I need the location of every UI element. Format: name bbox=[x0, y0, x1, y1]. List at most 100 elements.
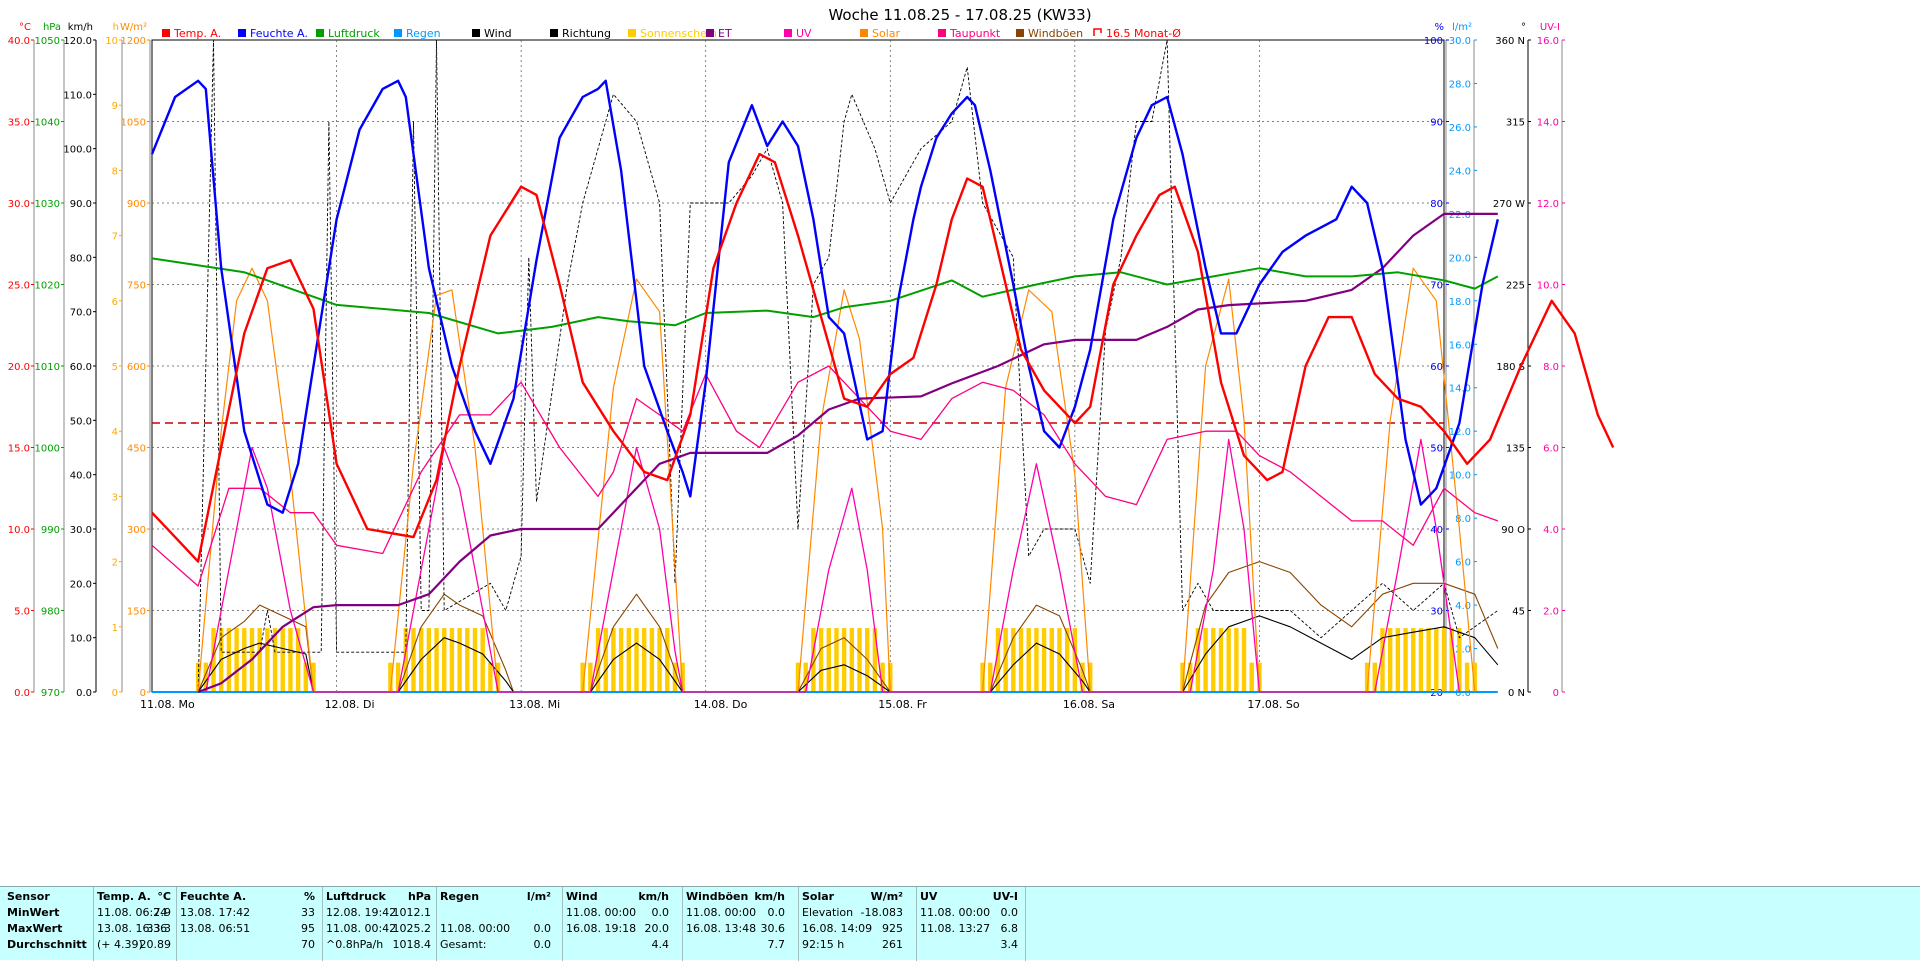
stats-time: 11.08. 00:00 bbox=[440, 922, 511, 935]
sunshine-bar bbox=[1203, 628, 1208, 692]
left-axis-tick-label: 1050 bbox=[121, 118, 146, 129]
stats-header: Regen bbox=[440, 890, 480, 903]
sunshine-bar bbox=[1441, 628, 1447, 692]
stats-header: Wind bbox=[566, 890, 598, 903]
left-axis-tick-label: 40.0 bbox=[8, 36, 30, 47]
stats-value: 33.3 bbox=[146, 922, 172, 935]
right-axis-tick-label: 50 bbox=[1430, 444, 1443, 455]
left-axis-tick-label: 2 bbox=[112, 558, 118, 569]
sunshine-bar bbox=[1403, 628, 1408, 692]
right-axis-tick-label: 8.0 bbox=[1543, 362, 1559, 373]
stats-col-solar: Solar W/m² Elevation -18.083 16.08. 14:09 9… bbox=[798, 887, 916, 961]
series-line-richtung bbox=[197, 39, 1499, 693]
sunshine-bar bbox=[388, 662, 393, 692]
sunshine-bar bbox=[595, 628, 601, 692]
legend-step-icon bbox=[1093, 28, 1102, 36]
legend-swatch bbox=[938, 29, 946, 37]
stats-value: 33 bbox=[301, 906, 315, 919]
x-axis-label: 14.08. Do bbox=[694, 698, 748, 711]
left-axis-tick-label: 1 bbox=[112, 623, 118, 634]
stats-header-unit: % bbox=[303, 890, 315, 903]
right-axis-tick-label: 2.0 bbox=[1543, 607, 1559, 618]
sunshine-bar bbox=[411, 628, 416, 692]
sunshine-bar bbox=[1387, 628, 1393, 692]
left-axis-tick-label: 20.0 bbox=[8, 362, 30, 373]
right-axis-tick-label: 16.0 bbox=[1537, 36, 1559, 47]
sunshine-bar bbox=[580, 662, 585, 692]
legend-swatch bbox=[162, 29, 170, 37]
right-axis-tick-label: 180 S bbox=[1496, 362, 1525, 373]
grid bbox=[151, 39, 1445, 693]
left-axis-tick-label: 750 bbox=[127, 281, 146, 292]
stats-header-unit: km/h bbox=[754, 890, 785, 903]
right-axis-tick-label: 0 bbox=[1553, 688, 1559, 699]
legend-label: 16.5 Monat-Ø bbox=[1106, 27, 1181, 40]
right-axis-tick-label: 60 bbox=[1430, 362, 1443, 373]
sunshine-bar bbox=[1180, 662, 1185, 692]
left-axis-tick-label: 60.0 bbox=[70, 362, 92, 373]
right-axis-tick-label: 22.0 bbox=[1449, 210, 1471, 221]
legend-label: Richtung bbox=[562, 27, 611, 40]
legend-label: Luftdruck bbox=[328, 27, 380, 40]
right-axis-tick-label: 100 bbox=[1424, 36, 1443, 47]
legend-swatch bbox=[394, 29, 402, 37]
right-axis-tick-label: 0 N bbox=[1508, 688, 1525, 699]
stats-time: ^0.8hPa/h bbox=[326, 938, 384, 951]
sunshine-bar bbox=[234, 628, 239, 692]
stats-value: 95 bbox=[301, 922, 315, 935]
stats-col-temp: Temp. A. °C 11.08. 06:24 7.9 13.08. 16:36 3… bbox=[93, 887, 176, 961]
sunshine-bar bbox=[426, 628, 432, 692]
legend-label: Windböen bbox=[1028, 27, 1083, 40]
sunshine-bar bbox=[1072, 628, 1078, 692]
right-axis-tick-label: 80 bbox=[1430, 199, 1443, 210]
stats-time: 11.08. 06:24 bbox=[97, 906, 168, 919]
left-axis-tick-label: 25.0 bbox=[8, 281, 30, 292]
stats-col-pressure: Luftdruck hPa 12.08. 19:42 1012.1 11.08. 0… bbox=[322, 887, 436, 961]
sunshine-bar bbox=[1018, 628, 1024, 692]
left-axis-tick-label: 600 bbox=[127, 362, 146, 373]
stats-value: 7.7 bbox=[767, 938, 786, 951]
stats-value: 6.8 bbox=[1000, 922, 1019, 935]
sunshine-bar bbox=[203, 662, 209, 692]
sunshine-bar bbox=[480, 628, 485, 692]
right-axis-unit: l/m² bbox=[1452, 22, 1472, 33]
sunshine-bar bbox=[818, 628, 824, 692]
right-axis-tick-label: 30.0 bbox=[1449, 36, 1471, 47]
stats-time: 13.08. 17:42 bbox=[180, 906, 251, 919]
stats-header-unit: hPa bbox=[407, 890, 431, 903]
right-axis-tick-label: 270 W bbox=[1493, 199, 1525, 210]
left-axis-tick-label: 3 bbox=[112, 492, 118, 503]
right-axis-tick-label: 20 bbox=[1430, 688, 1443, 699]
left-axis-tick-label: 15.0 bbox=[8, 444, 30, 455]
left-axis-tick-label: 0.0 bbox=[76, 688, 92, 699]
legend-label: Feuchte A. bbox=[250, 27, 308, 40]
sunshine-bar bbox=[403, 628, 408, 692]
right-axis-tick-label: 315 bbox=[1506, 118, 1525, 129]
left-axis-tick-label: 0.0 bbox=[14, 688, 30, 699]
legend-label: Solar bbox=[872, 27, 901, 40]
sunshine-bar bbox=[211, 628, 216, 692]
sunshine-bar bbox=[472, 628, 478, 692]
x-axis-label: 11.08. Mo bbox=[140, 698, 195, 711]
sunshine-bar bbox=[588, 662, 593, 692]
sunshine-bar bbox=[888, 662, 893, 692]
legend-swatch bbox=[550, 29, 558, 37]
right-axis-tick-label: 26.0 bbox=[1449, 123, 1471, 134]
sunshine-bar bbox=[303, 662, 309, 692]
stats-time: 13.08. 06:51 bbox=[180, 922, 251, 935]
right-axis-tick-label: 90 O bbox=[1501, 525, 1525, 536]
right-axis-unit: % bbox=[1434, 22, 1444, 33]
left-axis-tick-label: 0 bbox=[140, 688, 146, 699]
stats-value: 4.4 bbox=[651, 938, 670, 951]
sunshine-bar bbox=[665, 628, 670, 692]
sunshine-bar bbox=[1226, 628, 1231, 692]
sunshine-bar bbox=[1241, 628, 1247, 692]
x-axis-label: 17.08. So bbox=[1247, 698, 1299, 711]
sunshine-bar bbox=[1380, 628, 1385, 692]
right-axis-tick-label: 135 bbox=[1506, 444, 1525, 455]
stats-value: 30.6 bbox=[760, 922, 786, 935]
legend-label: ET bbox=[718, 27, 732, 40]
sunshine-bar bbox=[649, 628, 655, 692]
sunshine-bar bbox=[442, 628, 447, 692]
sunshine-bar bbox=[1011, 628, 1016, 692]
